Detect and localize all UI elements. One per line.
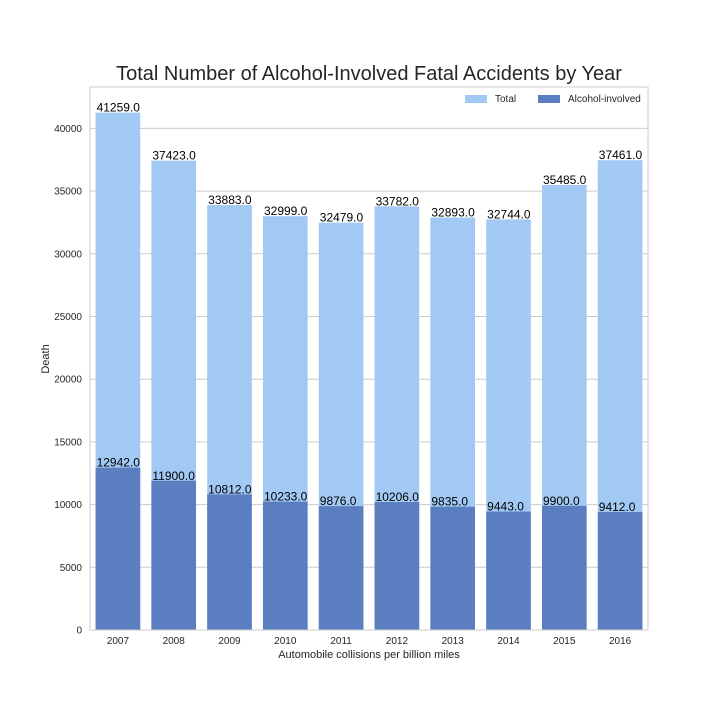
total-data-label: 32744.0 xyxy=(487,207,531,221)
alcohol-bar xyxy=(262,501,308,630)
alcohol-data-label: 9835.0 xyxy=(431,495,468,509)
plot-area: 0 5000 10000 15000 20000 25000 30000 35000 40000… xyxy=(54,86,649,647)
y-tick-label: 35000 xyxy=(54,187,82,198)
total-data-label: 32999.0 xyxy=(264,204,308,218)
y-tick-label: 0 xyxy=(76,626,82,637)
alcohol-bar xyxy=(95,467,141,630)
x-tick-label: 2016 xyxy=(609,636,632,647)
x-tick-label: 2007 xyxy=(107,636,130,647)
legend-label: Total xyxy=(495,94,516,105)
legend-swatch xyxy=(538,95,560,103)
x-tick-label: 2013 xyxy=(442,636,465,647)
total-data-label: 37461.0 xyxy=(599,148,643,162)
alcohol-bar xyxy=(151,480,197,630)
y-tick-label: 40000 xyxy=(54,124,82,135)
x-tick-label: 2014 xyxy=(497,636,520,647)
alcohol-data-label: 12942.0 xyxy=(97,456,141,470)
y-axis-label: Death xyxy=(40,344,52,373)
alcohol-bar xyxy=(597,511,643,630)
alcohol-bar xyxy=(486,511,531,630)
x-tick-label: 2008 xyxy=(163,636,186,647)
total-data-label: 41259.0 xyxy=(97,101,141,115)
total-data-label: 32479.0 xyxy=(320,211,364,225)
x-tick-label: 2012 xyxy=(386,636,409,647)
alcohol-data-label: 9412.0 xyxy=(599,500,636,514)
alcohol-data-label: 10233.0 xyxy=(264,490,308,504)
alcohol-data-label: 10812.0 xyxy=(208,482,252,496)
y-tick-label: 15000 xyxy=(54,437,82,448)
total-data-label: 33782.0 xyxy=(376,194,420,208)
y-tick-label: 30000 xyxy=(54,249,82,260)
y-tick-label: 5000 xyxy=(60,563,83,574)
alcohol-bar xyxy=(318,506,364,630)
x-axis-label: Automobile collisions per billion miles xyxy=(278,649,460,661)
alcohol-data-label: 9876.0 xyxy=(320,494,357,508)
total-data-label: 37423.0 xyxy=(152,149,196,163)
x-tick-label: 2011 xyxy=(330,636,352,647)
y-tick-label: 10000 xyxy=(54,500,82,511)
total-data-label: 32893.0 xyxy=(431,206,475,220)
y-tick-label: 25000 xyxy=(54,312,82,323)
x-tick-label: 2015 xyxy=(553,636,576,647)
alcohol-data-label: 11900.0 xyxy=(152,469,195,483)
alcohol-data-label: 10206.0 xyxy=(376,490,420,504)
legend: Total Alcohol-involved xyxy=(465,94,641,105)
alcohol-bar xyxy=(374,502,420,630)
total-data-label: 33883.0 xyxy=(208,193,252,207)
alcohol-bar xyxy=(541,505,587,630)
chart-title: Total Number of Alcohol-Involved Fatal A… xyxy=(116,63,622,85)
x-tick-label: 2009 xyxy=(218,636,241,647)
x-tick-label: 2010 xyxy=(274,636,297,647)
alcohol-data-label: 9443.0 xyxy=(487,500,524,514)
y-tick-label: 20000 xyxy=(54,375,82,386)
plot-frame xyxy=(89,86,649,631)
alcohol-bar xyxy=(430,506,476,630)
alcohol-data-label: 9900.0 xyxy=(543,494,580,508)
total-data-label: 35485.0 xyxy=(543,173,587,187)
alcohol-bar xyxy=(207,494,252,630)
legend-swatch xyxy=(465,95,487,103)
legend-label: Alcohol-involved xyxy=(568,94,641,105)
